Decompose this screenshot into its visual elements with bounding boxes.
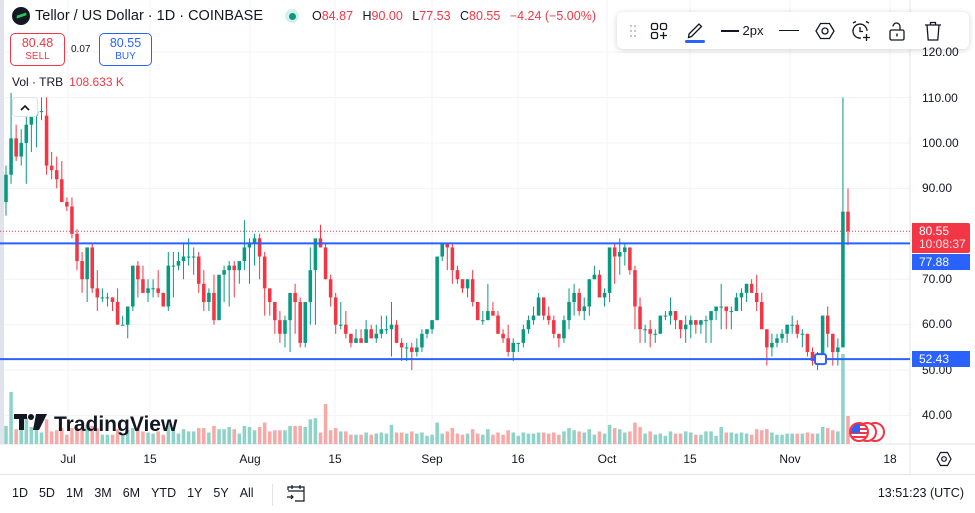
price-axis-label: 100.00 [922, 136, 959, 150]
change-value: −4.24 (−5.00%) [509, 9, 596, 23]
volume-value: 108.633 K [69, 75, 124, 89]
spread-value: 0.07 [71, 44, 91, 55]
unlock-icon [889, 21, 905, 41]
range-1m[interactable]: 1M [65, 486, 84, 500]
ohlc-values: O84.87 H90.00 L77.53 C80.55 −4.24 (−5.00… [312, 9, 602, 23]
range-6m[interactable]: 6M [122, 486, 141, 500]
line-width-button[interactable]: 2px [713, 12, 771, 49]
price-axis-label: 120.00 [922, 45, 959, 59]
tradingview-wordmark: TradingView [54, 413, 178, 436]
low-label: L [412, 9, 420, 23]
volume-legend[interactable]: Vol · TRB 108.633 K [12, 75, 124, 89]
pencil-color-icon [685, 22, 705, 43]
line-width-icon [720, 29, 739, 32]
axis-settings-icon[interactable] [936, 451, 952, 467]
add-alert-button[interactable] [843, 12, 879, 49]
open-value: 84.87 [321, 9, 354, 23]
time-axis-label: Sep [421, 452, 443, 466]
tellor-logo-icon [12, 7, 30, 25]
range-all[interactable]: All [239, 486, 254, 500]
line-width-label: 2px [742, 23, 764, 38]
time-axis-label: Jul [60, 452, 76, 466]
horizontal-line-price-tag: 77.88 [912, 254, 970, 270]
lock-button[interactable] [879, 12, 915, 49]
time-axis-label: 15 [683, 452, 697, 466]
buy-button[interactable]: 80.55 BUY [99, 33, 152, 66]
divider [272, 484, 273, 506]
tradingview-logo-icon [14, 413, 48, 437]
time-axis-label: Oct [597, 452, 617, 466]
time-axis-label: 15 [328, 452, 342, 466]
trash-icon [925, 21, 941, 41]
range-3m[interactable]: 3M [94, 486, 112, 500]
add-alert-icon [852, 20, 870, 41]
buy-label: BUY [115, 51, 136, 62]
range-1d[interactable]: 1D [12, 486, 28, 500]
last-price-tag: 80.55 10:08:37 [912, 223, 970, 253]
close-label: C [460, 9, 470, 23]
volume-label: Vol · TRB [12, 75, 64, 89]
sell-label: SELL [25, 51, 50, 62]
horizontal-line-price-tag: 52.43 [912, 351, 970, 367]
drawing-toolbar: 2px [617, 12, 969, 49]
range-ytd[interactable]: YTD [151, 486, 177, 500]
price-axis-label: 40.00 [922, 408, 953, 422]
us-flag-event-icon[interactable] [849, 422, 869, 442]
time-axis-label: 15 [143, 452, 157, 466]
templates-button[interactable] [641, 12, 677, 49]
time-axis-label: Aug [239, 452, 261, 466]
time-axis-label: 18 [883, 452, 897, 466]
open-label: O [312, 9, 322, 23]
close-value: 80.55 [469, 9, 501, 23]
settings-hexagon-icon [815, 22, 835, 39]
range-5y[interactable]: 5Y [213, 486, 229, 500]
low-value: 77.53 [419, 9, 451, 23]
price-axis-label: 70.00 [922, 272, 953, 286]
economic-events[interactable] [849, 422, 885, 442]
last-price: 80.55 [919, 224, 950, 238]
templates-icon [650, 22, 668, 39]
line-style-button[interactable] [771, 12, 807, 49]
tradingview-watermark: TradingView [14, 413, 177, 437]
delete-button[interactable] [915, 12, 951, 49]
high-label: H [362, 9, 372, 23]
sell-button[interactable]: 80.48 SELL [10, 33, 65, 66]
bar-countdown: 10:08:37 [919, 237, 966, 251]
range-1y[interactable]: 1Y [187, 486, 203, 500]
price-axis-label: 90.00 [922, 181, 953, 195]
settings-button[interactable] [807, 12, 843, 49]
bottom-toolbar: 1D 5D 1M 3M 6M YTD 1Y 5Y All 13:51:23 (U… [0, 474, 975, 513]
market-open-icon [285, 9, 300, 23]
utc-clock[interactable]: 13:51:23 (UTC) [877, 486, 964, 500]
time-axis-label: 16 [511, 452, 525, 466]
drag-handle-icon[interactable] [625, 12, 641, 49]
range-5d[interactable]: 5D [38, 486, 55, 500]
go-to-date-icon[interactable] [286, 483, 306, 503]
buy-price: 80.55 [109, 36, 142, 50]
symbol-legend[interactable]: Tellor / US Dollar · 1D · COINBASE [12, 7, 300, 25]
symbol-title: Tellor / US Dollar · 1D · COINBASE [35, 8, 264, 24]
line-style-icon [779, 30, 799, 31]
line-color-button[interactable] [677, 12, 713, 49]
sell-price: 80.48 [21, 36, 54, 50]
chevron-up-icon [20, 104, 30, 111]
price-axis-label: 110.00 [922, 91, 958, 105]
high-value: 90.00 [371, 9, 403, 23]
collapse-legend-button[interactable] [12, 97, 38, 117]
price-axis-label: 60.00 [922, 317, 953, 331]
date-range-buttons: 1D 5D 1M 3M 6M YTD 1Y 5Y All [12, 486, 265, 500]
time-axis-label: Nov [779, 452, 801, 466]
